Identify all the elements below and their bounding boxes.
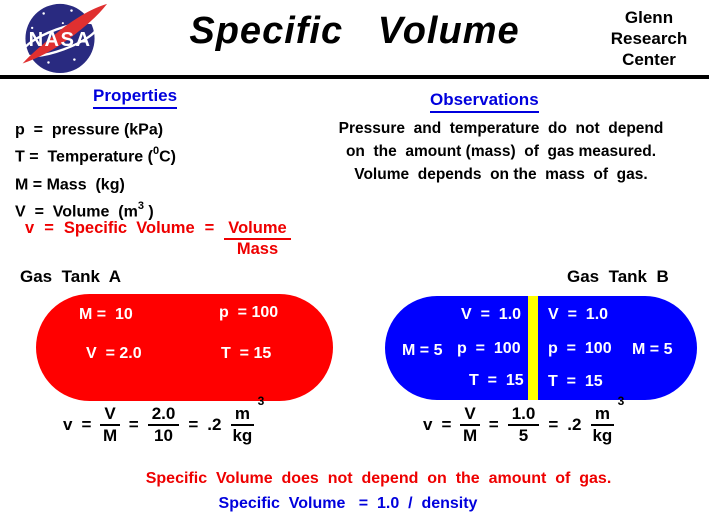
- formula-equals: =: [128, 414, 139, 434]
- value-fraction: 2.0 10: [147, 404, 180, 445]
- formula-equals: =: [188, 414, 199, 434]
- page-title: Specific Volume: [189, 10, 520, 52]
- tank-b-divider: [528, 296, 538, 400]
- volume-mass-fraction: Volume Mass: [224, 219, 291, 259]
- org-name-block: Glenn Research Center: [597, 7, 701, 70]
- tank-a-temperature: T = 15: [221, 345, 272, 362]
- def-equals: =: [44, 219, 54, 237]
- fraction-denominator: Mass: [236, 239, 279, 258]
- tank-a-formula: v = V M = 2.0 10 = .2 m kg 3: [63, 394, 265, 445]
- v-over-m-fraction: V M: [460, 404, 480, 445]
- formula-equals: =: [81, 414, 92, 434]
- conclusion-line-blue: Specific Volume = 1.0 / density: [218, 495, 478, 512]
- tank-a-volume: V = 2.0: [86, 345, 142, 362]
- unit-exponent: 3: [257, 394, 265, 408]
- tank-b-left-pressure: p = 100: [457, 340, 521, 357]
- tank-b-left-temperature: T = 15: [469, 372, 524, 389]
- tank-b-formula: v = V M = 1.0 5 = .2 m kg 3: [423, 394, 625, 445]
- formula-result: .2: [207, 414, 222, 434]
- def-name: Specific Volume: [63, 219, 195, 237]
- nasa-logo-icon: NASA: [21, 3, 108, 74]
- tank-b-right-mass: M = 5: [632, 341, 673, 358]
- gas-tank-b: M = 5 V = 1.0 p = 100 T = 15 V = 1.0 p =…: [385, 296, 697, 400]
- org-line: Research: [610, 29, 688, 48]
- tank-b-left-mass: M = 5: [402, 342, 443, 359]
- properties-heading: Properties: [93, 86, 178, 109]
- gas-tank-a: M = 10 p = 100 V = 2.0 T = 15: [36, 294, 333, 401]
- gas-tank-a-label: Gas Tank A: [20, 267, 122, 286]
- tank-a-pressure: p = 100: [219, 304, 279, 321]
- v-over-m-fraction: V M: [100, 404, 120, 445]
- gas-tank-b-label: Gas Tank B: [567, 267, 669, 286]
- def-equals: =: [204, 219, 215, 237]
- observations-line: Pressure and temperature do not depend: [338, 120, 664, 137]
- property-volume: V = Volume (m3 ): [15, 199, 154, 221]
- tank-b-right-pressure: p = 100: [548, 340, 612, 357]
- unit-exponent: 3: [617, 394, 625, 408]
- formula-result: .2: [567, 414, 582, 434]
- header-divider: [0, 75, 709, 79]
- org-line: Glenn: [624, 8, 674, 27]
- svg-text:NASA: NASA: [29, 29, 92, 51]
- formula-equals: =: [548, 414, 559, 434]
- formula-equals: =: [441, 414, 452, 434]
- tank-b-right-temperature: T = 15: [548, 373, 603, 390]
- observations-line: on the amount (mass) of gas measured.: [345, 143, 657, 160]
- formula-lhs: v: [423, 414, 433, 434]
- properties-list: p = pressure (kPa) T = Temperature (0C) …: [15, 114, 176, 223]
- observations-text: Pressure and temperature do not depend o…: [295, 117, 707, 186]
- formula-lhs: v: [63, 414, 73, 434]
- tank-b-right-volume: V = 1.0: [548, 306, 609, 323]
- observations-line: Volume depends on the mass of gas.: [354, 166, 648, 183]
- value-fraction: 1.0 5: [507, 404, 540, 445]
- conclusion-line-red: Specific Volume does not depend on the a…: [145, 470, 612, 487]
- property-pressure: p = pressure (kPa): [15, 121, 164, 139]
- def-lhs: v: [25, 219, 35, 237]
- tank-b-left-volume: V = 1.0: [461, 306, 522, 323]
- fraction-numerator: Volume: [224, 219, 291, 240]
- property-temperature: T = Temperature (0C): [15, 145, 176, 166]
- unit-fraction: m kg 3: [230, 394, 265, 445]
- tank-a-mass: M = 10: [79, 306, 133, 323]
- unit-fraction: m kg 3: [590, 394, 625, 445]
- observations-heading: Observations: [430, 90, 539, 113]
- specific-volume-definition: v = Specific Volume = Volume Mass: [25, 219, 291, 259]
- property-mass: M = Mass (kg): [15, 175, 125, 193]
- org-line: Center: [622, 50, 676, 69]
- formula-equals: =: [488, 414, 499, 434]
